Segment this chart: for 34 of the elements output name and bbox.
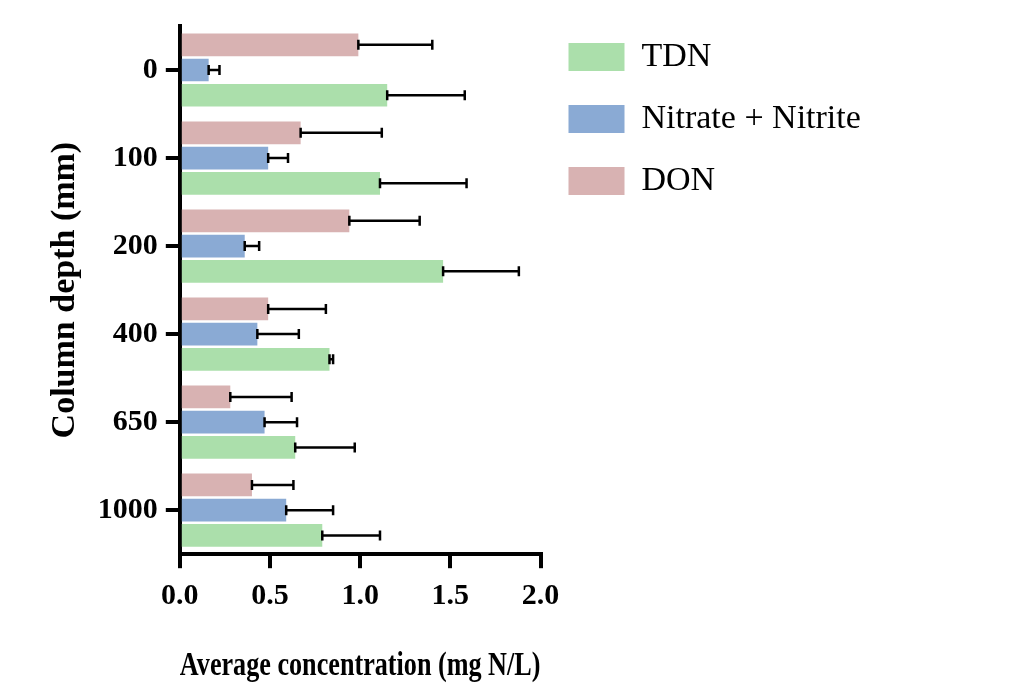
x-tick-label: 1.0 (341, 576, 379, 610)
bar (181, 33, 359, 57)
y-tick-label: 200 (112, 226, 158, 260)
y-tick-label: 0 (142, 50, 158, 84)
bar (181, 146, 269, 170)
bar (181, 297, 269, 321)
bar (181, 436, 296, 459)
bar (181, 171, 380, 195)
y-tick-label: 100 (112, 138, 158, 172)
bar (181, 234, 245, 258)
bar (181, 498, 287, 522)
bar (181, 58, 209, 82)
legend-label: TDN (641, 35, 712, 73)
x-tick-label: 2.0 (521, 576, 560, 610)
x-axis-title: Average concentration (mg N/L) (179, 645, 541, 684)
bar (181, 121, 301, 145)
bar (181, 348, 330, 371)
y-tick-label: 1000 (97, 490, 158, 524)
x-tick-label: 0.5 (251, 576, 289, 610)
legend-label: DON (641, 159, 716, 197)
x-tick-label: 0.0 (161, 576, 199, 610)
bar (181, 473, 252, 497)
bar (181, 385, 231, 409)
legend-label: Nitrate + Nitrite (641, 97, 861, 135)
y-tick-label: 650 (112, 402, 158, 436)
bar (181, 259, 444, 283)
bar (181, 322, 258, 346)
x-tick-label: 1.5 (431, 576, 470, 610)
y-tick-label: 400 (112, 314, 158, 348)
bar (181, 209, 350, 233)
y-axis-title: Column depth (mm) (44, 141, 83, 439)
bar (181, 410, 265, 434)
bar (181, 524, 323, 547)
bar (181, 83, 388, 107)
